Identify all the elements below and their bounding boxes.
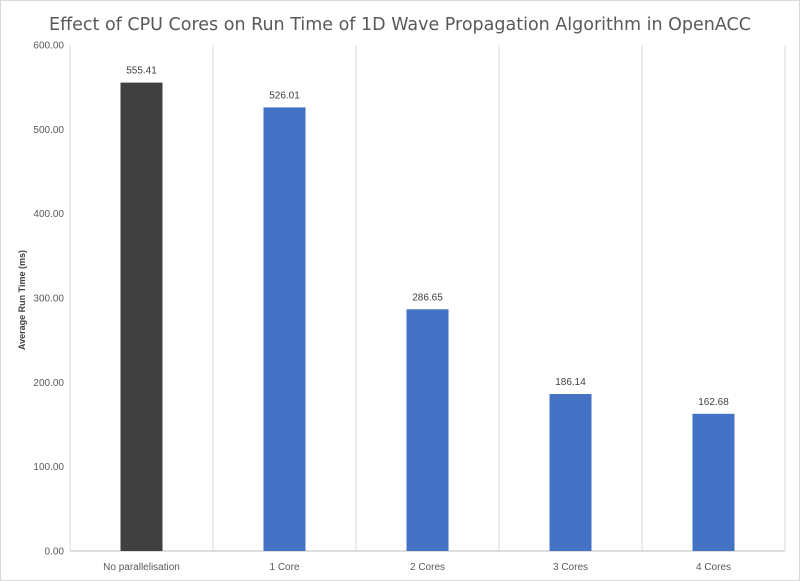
y-tick-label: 200.00	[33, 378, 64, 389]
y-tick-label: 100.00	[33, 462, 64, 473]
y-tick-label: 300.00	[33, 294, 64, 305]
x-tick-label: 4 Cores	[696, 562, 731, 573]
plot-area: 0.00 100.00 200.00 300.00 400.00 500.00 600.00…	[33, 41, 786, 573]
bar	[263, 107, 306, 552]
y-axis-label: Average Run Time (ms)	[17, 250, 27, 350]
bar	[692, 413, 735, 551]
bar	[406, 309, 449, 551]
y-tick-label: 0.00	[45, 547, 65, 558]
data-label: 526.01	[269, 90, 300, 101]
y-tick-label: 400.00	[33, 209, 64, 220]
bar	[549, 394, 592, 551]
y-tick-label: 600.00	[33, 41, 64, 52]
x-tick-label: No parallelisation	[103, 562, 180, 573]
data-label: 286.65	[412, 292, 443, 303]
y-tick-label: 500.00	[33, 125, 64, 136]
x-tick-label: 1 Core	[269, 562, 299, 573]
x-tick-label: 3 Cores	[553, 562, 588, 573]
data-label: 162.68	[698, 397, 729, 408]
data-label: 555.41	[126, 66, 157, 77]
chart-title: Effect of CPU Cores on Run Time of 1D Wa…	[49, 15, 751, 35]
data-label: 186.14	[555, 377, 586, 388]
x-tick-label: 2 Cores	[410, 562, 445, 573]
bar	[120, 82, 163, 551]
